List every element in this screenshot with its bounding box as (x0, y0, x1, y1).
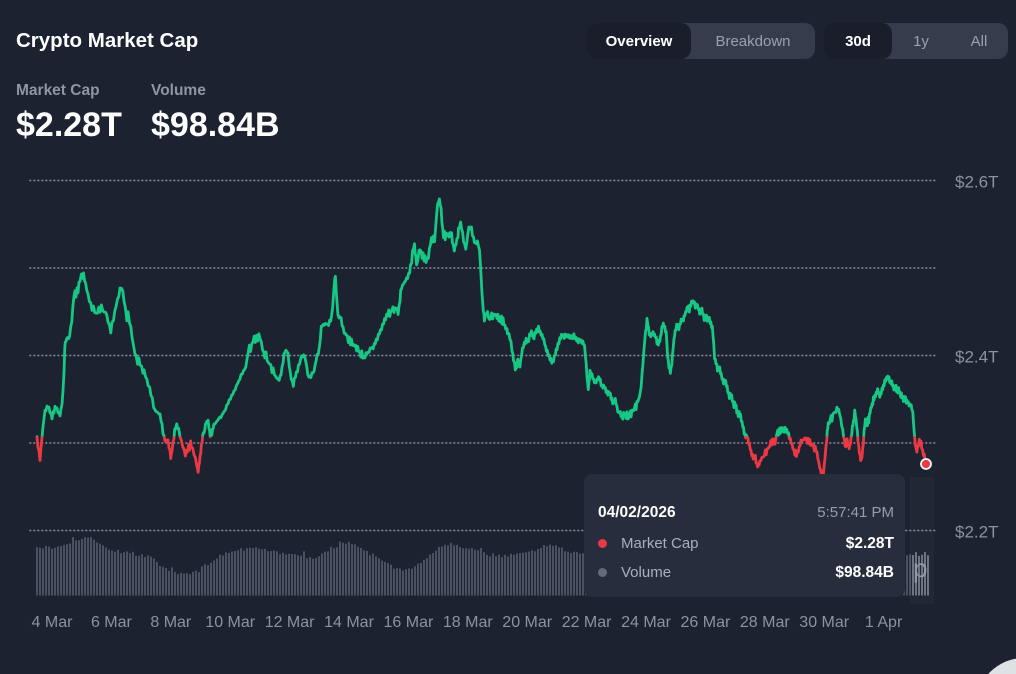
svg-text:6 Mar: 6 Mar (91, 614, 133, 631)
svg-text:8 Mar: 8 Mar (150, 614, 192, 631)
svg-text:p: p (913, 553, 927, 583)
svg-text:18 Mar: 18 Mar (443, 614, 493, 631)
svg-text:28 Mar: 28 Mar (740, 614, 790, 631)
svg-text:4 Mar: 4 Mar (32, 614, 74, 631)
svg-text:10 Mar: 10 Mar (205, 614, 255, 631)
svg-text:24 Mar: 24 Mar (621, 614, 671, 631)
svg-text:$2.4T: $2.4T (955, 348, 998, 367)
svg-text:$2.2T: $2.2T (955, 523, 998, 542)
svg-text:20 Mar: 20 Mar (502, 614, 552, 631)
svg-text:1 Apr: 1 Apr (865, 614, 903, 631)
svg-text:22 Mar: 22 Mar (562, 614, 612, 631)
svg-text:16 Mar: 16 Mar (384, 614, 434, 631)
svg-text:12 Mar: 12 Mar (265, 614, 315, 631)
svg-text:30 Mar: 30 Mar (799, 614, 849, 631)
svg-text:26 Mar: 26 Mar (681, 614, 731, 631)
svg-text:14 Mar: 14 Mar (324, 614, 374, 631)
svg-text:$2.6T: $2.6T (955, 173, 998, 192)
